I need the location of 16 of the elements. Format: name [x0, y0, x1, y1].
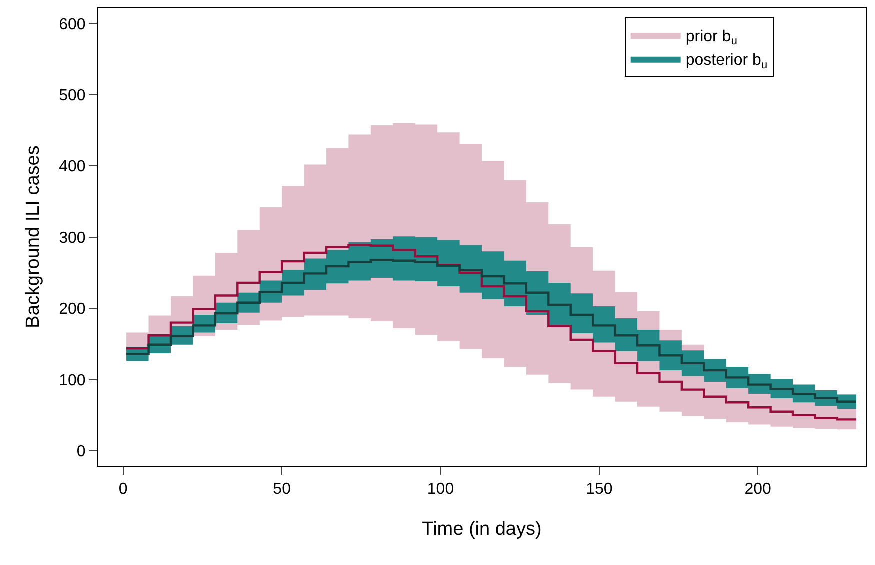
x-tick-label: 100 [427, 481, 454, 498]
legend-label: prior b$_{u}$ [686, 28, 738, 48]
y-tick-label: 300 [59, 230, 86, 247]
legend-label: posterior b$_{u}$ [686, 52, 768, 72]
x-tick-label: 200 [744, 481, 772, 498]
y-tick-label: 0 [76, 444, 86, 461]
y-tick-label: 600 [59, 16, 86, 34]
x-tick-label: 0 [118, 481, 128, 498]
y-tick-label: 400 [59, 158, 86, 176]
x-tick-label: 50 [273, 481, 292, 498]
x-tick-label: 150 [586, 481, 613, 498]
y-tick-label: 500 [59, 88, 86, 104]
y-axis-title: Background ILI cases [22, 146, 44, 328]
x-axis-title: Time (in days) [422, 519, 542, 540]
y-tick-label: 100 [59, 372, 86, 390]
y-tick-label: 200 [59, 301, 86, 318]
